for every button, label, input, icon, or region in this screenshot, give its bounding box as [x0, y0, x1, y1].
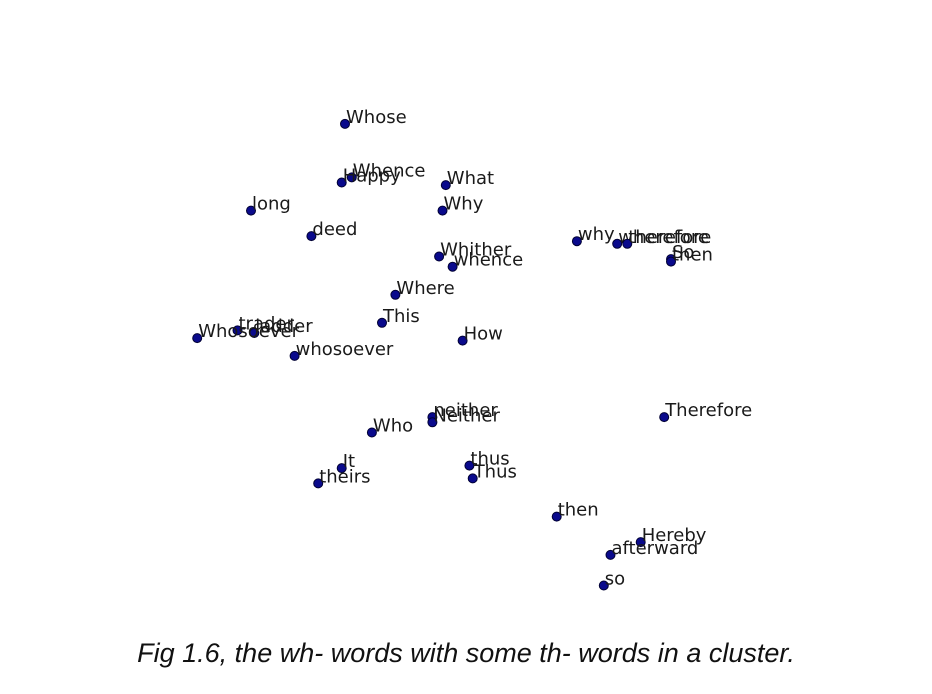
word-point-group: Whence	[346, 160, 426, 183]
word-point	[366, 427, 377, 438]
word-point	[313, 478, 324, 489]
word-point-group: Hereby	[635, 525, 707, 548]
word-point	[336, 177, 347, 188]
word-label: What	[447, 168, 494, 189]
word-label: Who	[373, 416, 413, 437]
word-point	[336, 463, 347, 474]
word-label: This	[382, 306, 420, 327]
word-point	[440, 180, 451, 191]
word-label: wherefore	[618, 227, 709, 248]
word-label: Whence	[353, 160, 426, 181]
word-point	[246, 205, 256, 216]
word-point	[467, 473, 478, 484]
word-point	[377, 317, 387, 328]
word-point-group: What	[440, 168, 494, 191]
word-point-group: Thus	[467, 461, 517, 484]
word-point	[447, 261, 458, 272]
word-label: whence	[454, 250, 524, 271]
word-point	[605, 549, 616, 560]
word-point	[551, 511, 562, 522]
word-point-group: neither	[427, 400, 498, 423]
word-label: Why	[444, 194, 484, 215]
word-label: Neither	[433, 405, 500, 426]
word-label: neither	[433, 400, 498, 421]
word-point-group: deed	[306, 219, 357, 242]
word-point	[434, 251, 445, 262]
word-label: It	[343, 451, 355, 472]
word-point	[390, 289, 401, 300]
word-label: Whosoever	[198, 321, 299, 342]
word-label: ladder	[255, 316, 313, 337]
word-point	[571, 236, 582, 247]
word-point-group: thus	[464, 449, 510, 471]
word-point-group: Neither	[427, 405, 500, 428]
word-point	[249, 328, 260, 338]
word-point	[289, 350, 300, 361]
word-point	[598, 580, 609, 591]
word-point	[659, 412, 670, 423]
word-point-group: Where	[390, 278, 455, 300]
word-label: How	[464, 324, 503, 345]
word-point-group: Whosoever	[192, 321, 300, 344]
word-point	[306, 231, 317, 242]
word-label: so	[605, 569, 625, 590]
word-point-group: whosoever	[289, 339, 394, 361]
word-point-group: then	[551, 500, 599, 522]
word-point-group: Happy	[336, 166, 401, 188]
word-point	[666, 256, 676, 267]
word-point-group: so	[598, 569, 625, 591]
word-point	[437, 205, 448, 216]
word-point-group: ladder	[249, 316, 313, 338]
word-point-group: It	[336, 451, 355, 474]
word-point-group: Who	[366, 416, 413, 438]
word-point	[340, 118, 350, 129]
word-label: So	[672, 242, 694, 263]
word-point	[427, 417, 438, 428]
word-label: then	[672, 245, 713, 266]
word-label: Where	[396, 278, 454, 299]
word-point-group: This	[377, 306, 420, 328]
word-point	[346, 172, 357, 183]
word-label: whosoever	[296, 339, 394, 360]
word-point	[457, 335, 468, 346]
word-label: deed	[312, 219, 357, 240]
word-label: thus	[470, 449, 509, 470]
word-point-group: wherefore	[612, 227, 709, 249]
word-label: theirs	[319, 466, 370, 487]
word-point-group: Therefore	[659, 400, 752, 423]
word-label: afterward	[612, 538, 699, 559]
word-point	[232, 325, 243, 336]
word-point	[635, 537, 646, 548]
word-point-group: why	[571, 224, 615, 247]
word-point-group: theirs	[313, 466, 371, 489]
word-point-group: Why	[437, 194, 484, 216]
word-point-group: Whither	[434, 240, 512, 262]
word-label: Whose	[346, 107, 407, 128]
word-point-group: then	[666, 245, 713, 267]
word-label: Therefore	[664, 400, 752, 421]
word-label: why	[578, 224, 615, 245]
word-point	[464, 460, 475, 471]
word-label: Happy	[343, 166, 401, 187]
word-point	[612, 238, 623, 249]
word-point	[622, 238, 633, 249]
word-point-group: whence	[447, 250, 524, 272]
word-label: Hereby	[642, 525, 707, 546]
word-label: Whither	[440, 240, 512, 261]
word-point-group: Whose	[340, 107, 407, 129]
word-point-group: afterward	[605, 538, 699, 560]
word-point-group: How	[457, 324, 503, 346]
word-label: Thus	[473, 461, 517, 482]
word-label: therefore	[628, 227, 711, 248]
word-point	[192, 333, 203, 344]
word-label: long	[252, 194, 291, 215]
word-point-group: long	[246, 194, 291, 216]
word-point-group: therefore	[622, 227, 711, 249]
word-label: then	[558, 500, 599, 521]
figure-caption: Fig 1.6, the wh- words with some th- wor…	[137, 638, 795, 668]
